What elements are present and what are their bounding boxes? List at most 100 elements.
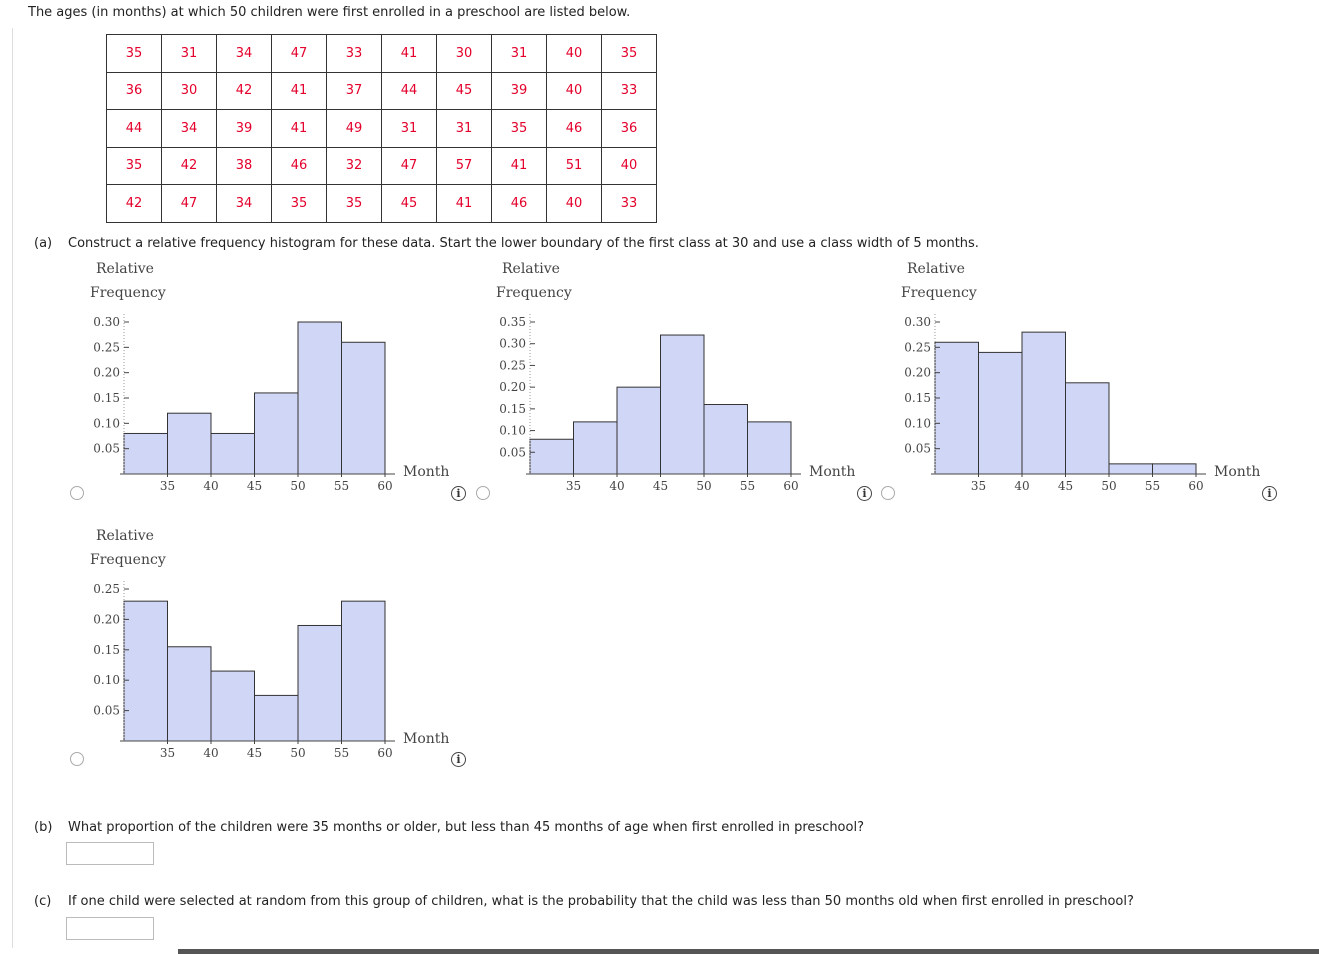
option-4-radio[interactable] (70, 752, 84, 766)
x-tick-label: 40 (1014, 479, 1029, 493)
part-c-answer-input[interactable] (66, 917, 154, 940)
histogram-bar (297, 321, 342, 475)
x-tick-label: 60 (783, 479, 798, 493)
option-3-info-icon[interactable]: i (1262, 486, 1277, 501)
y-tick-label: 0.15 (93, 643, 120, 657)
ages-table-cell: 35 (491, 109, 547, 148)
ages-table-cell: 35 (601, 34, 657, 73)
x-tick-label: 50 (290, 479, 305, 493)
ages-table-cell: 31 (381, 109, 437, 148)
option-2-radio[interactable] (476, 486, 490, 500)
histogram-bar (297, 624, 342, 742)
ages-table-cell: 33 (326, 34, 382, 73)
histogram-bar (660, 334, 705, 475)
ages-table-cell: 45 (381, 184, 437, 223)
ages-table-cell: 35 (271, 184, 327, 223)
ages-table-cell: 44 (106, 109, 162, 148)
option-4-info-icon[interactable]: i (451, 752, 466, 767)
histogram-option-1: Relative Frequency 0.05 0.10 0.15 0.20 0.25 0.3… (82, 258, 462, 498)
ages-table-row: 35 31 34 47 33 41 30 31 40 35 (106, 34, 657, 73)
ages-table-row: 36 30 42 41 37 44 45 39 40 33 (106, 71, 657, 110)
ages-table-cell: 33 (601, 184, 657, 223)
x-tick-label: 55 (1145, 479, 1160, 493)
y-tick-label: 0.05 (93, 442, 120, 456)
x-tick-label: 55 (334, 746, 349, 760)
histogram-bar (747, 421, 792, 475)
ages-table-cell: 41 (271, 109, 327, 148)
ages-table-cell: 39 (216, 109, 272, 148)
histogram-bar (341, 600, 386, 742)
histogram-bar (529, 438, 574, 475)
histogram-bar (978, 351, 1023, 475)
ages-table-cell: 47 (271, 34, 327, 73)
ages-table-cell: 47 (161, 184, 217, 223)
histogram-option-4: Relative Frequency 0.05 0.10 0.15 0.20 0.25 35 4… (82, 525, 462, 765)
y-tick-label: 0.15 (499, 402, 526, 416)
y-tick-label: 0.10 (93, 673, 120, 687)
y-tick-label: 0.35 (499, 315, 526, 329)
ages-table-row: 35 42 38 46 32 47 57 41 51 40 (106, 146, 657, 185)
ages-table-row: 42 47 34 35 35 45 41 46 40 33 (106, 184, 657, 223)
ages-table-cell: 34 (216, 184, 272, 223)
part-a-question: (a) Construct a relative frequency histog… (34, 236, 979, 251)
part-b-question: (b) What proportion of the children were … (34, 820, 864, 835)
part-b-label: (b) (34, 820, 53, 835)
x-tick-label: 45 (247, 746, 262, 760)
ages-table-cell: 41 (271, 71, 327, 110)
histogram-bar (210, 432, 255, 475)
histogram-bar (573, 421, 618, 475)
ages-table-cell: 49 (326, 109, 382, 148)
option-1-info-icon[interactable]: i (451, 486, 466, 501)
ages-table-cell: 34 (216, 34, 272, 73)
y-axis-label: Frequency (496, 285, 572, 301)
ages-table-cell: 38 (216, 146, 272, 185)
ages-table-cell: 44 (381, 71, 437, 110)
y-tick-label: 0.15 (93, 391, 120, 405)
ages-table-cell: 32 (326, 146, 382, 185)
x-tick-label: 45 (247, 479, 262, 493)
y-tick-label: 0.05 (499, 445, 526, 459)
ages-table-cell: 41 (436, 184, 492, 223)
y-tick-label: 0.10 (499, 424, 526, 438)
y-tick-label: 0.30 (499, 337, 526, 351)
part-c-question: (c) If one child were selected at random … (34, 894, 1134, 909)
option-3-radio[interactable] (881, 486, 895, 500)
x-axis-label: Month (403, 731, 449, 747)
histogram-bar (934, 341, 979, 475)
ages-table: 35 31 34 47 33 41 30 31 40 35 36 30 42 41 37 44 45 39 40 33… (106, 34, 657, 223)
ages-table-cell: 37 (326, 71, 382, 110)
ages-table-cell: 42 (216, 71, 272, 110)
ages-table-cell: 30 (436, 34, 492, 73)
y-tick-label: 0.25 (93, 582, 120, 596)
x-tick-label: 60 (377, 746, 392, 760)
histogram-bar (254, 694, 299, 742)
option-2-info-icon[interactable]: i (857, 486, 872, 501)
x-tick-label: 60 (377, 479, 392, 493)
x-tick-label: 60 (1188, 479, 1203, 493)
y-tick-label: 0.10 (93, 416, 120, 430)
ages-table-cell: 33 (601, 71, 657, 110)
ages-table-row: 44 34 39 41 49 31 31 35 46 36 (106, 109, 657, 148)
ages-table-cell: 42 (106, 184, 162, 223)
bottom-toolbar-edge (178, 949, 1319, 954)
y-tick-label: 0.05 (93, 704, 120, 718)
option-1-radio[interactable] (70, 486, 84, 500)
histogram-bar (123, 432, 168, 475)
y-tick-label: 0.30 (904, 315, 931, 329)
ages-table-cell: 46 (491, 184, 547, 223)
y-axis-label: Relative (96, 261, 154, 277)
x-tick-label: 35 (160, 479, 175, 493)
ages-table-cell: 46 (271, 146, 327, 185)
y-tick-label: 0.20 (499, 380, 526, 394)
y-tick-label: 0.25 (499, 358, 526, 372)
histogram-bar (167, 412, 212, 475)
histogram-bar (1021, 331, 1066, 475)
x-tick-label: 35 (160, 746, 175, 760)
histogram-bar (616, 386, 661, 475)
part-b-answer-input[interactable] (66, 842, 154, 865)
ages-table-cell: 45 (436, 71, 492, 110)
y-axis-label: Relative (907, 261, 965, 277)
histogram-bar (703, 404, 748, 475)
ages-table-cell: 41 (381, 34, 437, 73)
x-tick-label: 40 (203, 746, 218, 760)
